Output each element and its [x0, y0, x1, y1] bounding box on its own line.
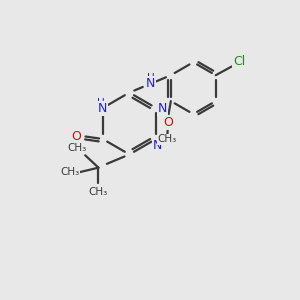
Text: Cl: Cl	[233, 56, 245, 68]
Text: N: N	[146, 77, 155, 90]
Text: CH₃: CH₃	[89, 187, 108, 196]
Text: N: N	[98, 101, 107, 115]
Text: N: N	[153, 139, 162, 152]
Text: CH₃: CH₃	[68, 143, 87, 153]
Text: H: H	[97, 98, 105, 108]
Text: H: H	[147, 74, 155, 83]
Text: CH₃: CH₃	[158, 134, 177, 144]
Text: O: O	[163, 116, 173, 129]
Text: CH₃: CH₃	[60, 167, 80, 177]
Text: O: O	[71, 130, 81, 142]
Text: N: N	[158, 101, 167, 115]
